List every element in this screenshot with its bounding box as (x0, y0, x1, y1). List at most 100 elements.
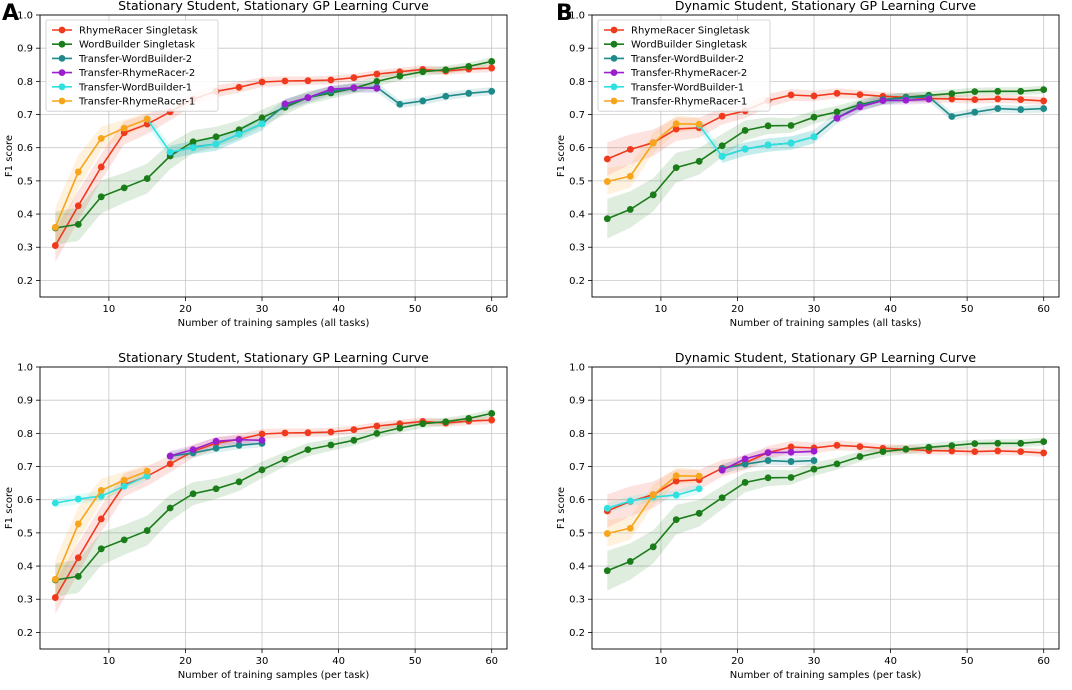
data-point (396, 72, 404, 80)
data-point (235, 478, 243, 486)
data-point (741, 455, 749, 463)
y-tick-label: 0.5 (17, 528, 33, 539)
x-tick-label: 60 (485, 304, 498, 315)
data-point (51, 242, 59, 249)
axes-frame (39, 366, 508, 650)
confidence-band (55, 64, 492, 263)
legend-box (45, 19, 219, 112)
data-point (120, 184, 128, 192)
x-tick-label: 40 (884, 304, 897, 315)
chart-title: Dynamic Student, Stationary GP Learning … (675, 350, 976, 365)
data-point (603, 530, 611, 537)
x-tick-label: 10 (103, 304, 116, 315)
data-point (465, 415, 473, 422)
series-line (606, 444, 1044, 512)
x-tick-label: 50 (961, 304, 974, 315)
legend-entry-label: WordBuilder Singletask (79, 40, 195, 51)
data-point (166, 504, 174, 512)
x-axis-label: Number of training samples (all tasks) (178, 318, 370, 329)
data-point (833, 460, 841, 468)
x-tick-label: 40 (332, 656, 345, 667)
data-point (97, 487, 105, 494)
data-point (97, 163, 105, 171)
confidence-band (147, 112, 262, 159)
data-point (166, 460, 174, 468)
x-axis-label: Number of training samples (all tasks) (730, 318, 922, 329)
data-point (212, 140, 220, 148)
y-tick-label: 0.8 (17, 77, 33, 88)
data-point (419, 68, 427, 76)
data-point (833, 108, 841, 116)
charts-container: 10 20 30 40 50 60 0.2 0.3 0.4 0.5 0.6 0.7 0.8 0.9 1.0 S… (4, 0, 1060, 681)
x-tick-label: 40 (884, 656, 897, 667)
data-point (143, 115, 151, 123)
data-point (120, 476, 128, 484)
x-tick-label: 60 (485, 656, 498, 667)
data-point (212, 437, 220, 445)
data-point (74, 554, 82, 562)
legend-entry-label: Transfer-WordBuilder-1 (630, 82, 744, 93)
data-point (994, 439, 1002, 447)
data-point (281, 100, 289, 108)
data-point (718, 466, 726, 474)
data-point (741, 479, 749, 486)
data-point (672, 472, 680, 480)
x-tick-label: 20 (179, 656, 192, 667)
x-axis-label: Number of training samples (per task) (730, 670, 922, 681)
series-line (606, 92, 1044, 160)
x-tick-label: 60 (1037, 304, 1050, 315)
series-line (698, 124, 815, 158)
data-point (442, 92, 450, 100)
legend-entry-label: Transfer-RhymeRacer-1 (630, 97, 747, 108)
data-point (1017, 106, 1025, 113)
data-point (764, 141, 772, 149)
data-point (97, 545, 105, 553)
y-tick-label: 0.9 (569, 396, 585, 407)
data-point (718, 112, 726, 120)
y-tick-label: 0.7 (17, 110, 33, 121)
y-axis-label: F1 score (556, 487, 567, 529)
y-tick-label: 0.3 (17, 243, 33, 254)
x-tick-label: 30 (808, 656, 821, 667)
data-point (649, 191, 657, 199)
data-point (603, 155, 611, 163)
chart-panel-3: 10 20 30 40 50 60 0.2 0.3 0.4 0.5 0.6 0.7 0.8 0.9 1.0 S… (4, 350, 508, 681)
data-point (373, 70, 381, 78)
y-tick-label: 1.0 (569, 11, 585, 22)
y-tick-label: 1.0 (17, 363, 33, 374)
data-point (74, 168, 82, 176)
y-tick-label: 0.3 (569, 595, 585, 606)
data-point (488, 416, 496, 424)
x-tick-label: 50 (409, 656, 422, 667)
data-point (787, 448, 795, 456)
data-point (856, 103, 864, 111)
series-line (55, 60, 492, 229)
data-point (741, 460, 749, 468)
y-tick-label: 0.5 (17, 176, 33, 187)
chart-title: Stationary Student, Stationary GP Learni… (118, 0, 429, 13)
y-tick-label: 0.5 (569, 176, 585, 187)
data-point (971, 448, 979, 455)
data-point (373, 429, 381, 437)
x-tick-label: 20 (731, 304, 744, 315)
y-tick-label: 0.3 (569, 243, 585, 254)
data-point (856, 443, 864, 451)
x-tick-label: 10 (655, 656, 668, 667)
data-point (833, 89, 841, 97)
data-point (672, 120, 680, 128)
y-tick-label: 0.2 (17, 628, 33, 639)
y-tick-label: 1.0 (17, 11, 33, 22)
data-point (97, 135, 105, 142)
y-tick-label: 0.2 (17, 276, 33, 287)
data-point (120, 536, 128, 544)
data-point (787, 122, 795, 129)
data-point (74, 202, 82, 210)
data-point (1017, 439, 1025, 447)
axes-frame (591, 14, 1060, 298)
data-point (902, 445, 910, 453)
data-point (327, 441, 335, 449)
data-point (143, 467, 151, 475)
series-line (607, 88, 1044, 220)
data-point (672, 491, 680, 499)
data-point (143, 527, 151, 534)
